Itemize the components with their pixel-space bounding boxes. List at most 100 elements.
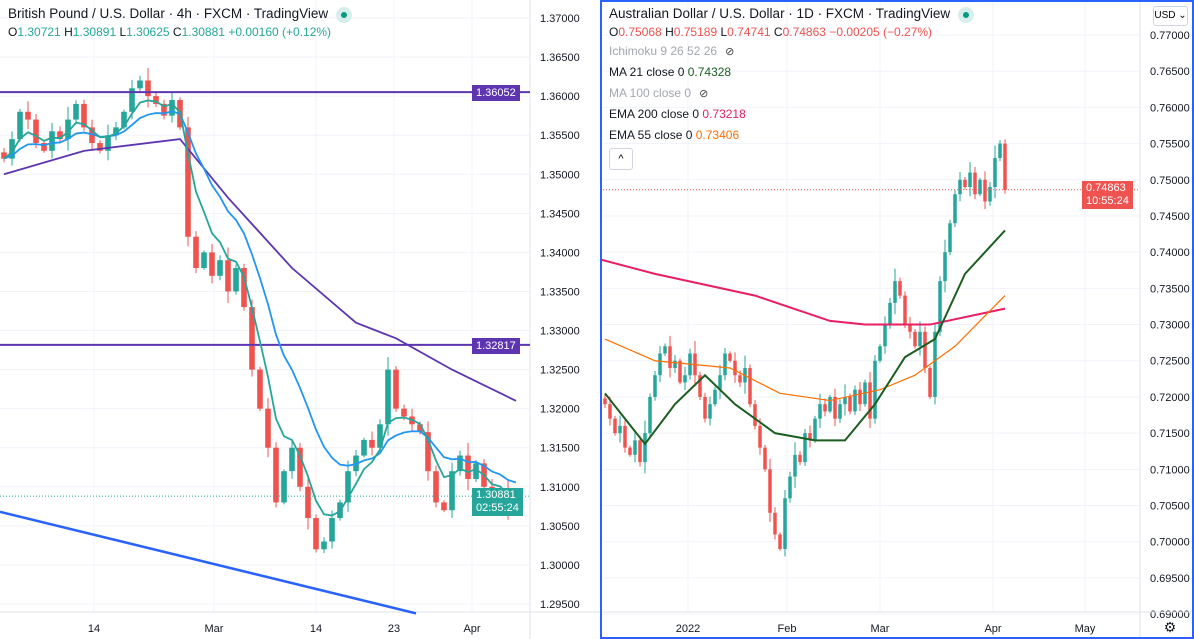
candle: [783, 489, 787, 557]
candle: [361, 437, 367, 458]
y-tick-label: 0.72500: [1150, 356, 1190, 368]
candle-body: [217, 260, 223, 276]
open-value: 0.75068: [618, 24, 662, 39]
candle-body: [753, 404, 757, 426]
candle-body: [898, 281, 902, 296]
y-tick-label: 0.74000: [1150, 247, 1190, 259]
candle-body: [948, 223, 952, 253]
x-tick-label: Mar: [205, 623, 224, 635]
candle: [978, 177, 982, 197]
candle: [209, 243, 215, 284]
candle: [653, 371, 657, 401]
indicator-ma100[interactable]: MA 100 close 0 ⊘: [609, 83, 974, 104]
candle: [668, 335, 672, 378]
eye-hidden-icon[interactable]: ⊘: [725, 45, 735, 58]
y-tick-label: 1.30500: [540, 521, 580, 533]
close-label: C: [172, 24, 182, 39]
collapse-legend-button[interactable]: ^: [609, 148, 633, 170]
candle-body: [137, 80, 143, 89]
candle-body: [878, 346, 882, 361]
candle-body: [958, 179, 962, 195]
candle: [913, 329, 917, 349]
candle-body: [813, 418, 817, 441]
candle: [703, 392, 707, 423]
candle: [633, 432, 637, 463]
candle: [201, 250, 207, 270]
indicator-ema55[interactable]: EMA 55 close 0 0.73406: [609, 125, 974, 146]
candle-body: [377, 424, 383, 448]
candle: [833, 388, 837, 427]
candle: [698, 371, 702, 401]
y-tick-label: 0.69500: [1150, 573, 1190, 585]
candle-body: [818, 404, 822, 419]
candle-body: [97, 143, 103, 151]
candle-body: [683, 375, 687, 383]
indicator-name: Ichimoku 9 26 52 26: [609, 43, 718, 58]
gear-icon[interactable]: ⚙: [1164, 619, 1177, 635]
candle: [843, 384, 847, 416]
candle-body: [938, 281, 942, 332]
y-tick-label: 0.71000: [1150, 464, 1190, 476]
y-tick-label: 0.75000: [1150, 175, 1190, 187]
close-value: 0.74863: [782, 24, 826, 39]
candle: [858, 382, 862, 412]
x-tick-label: Apr: [463, 623, 480, 635]
y-tick-label: 1.37000: [540, 13, 580, 25]
candle: [73, 100, 79, 123]
candle: [608, 396, 612, 426]
candle: [898, 277, 902, 299]
y-tick-label: 0.70500: [1150, 501, 1190, 513]
x-tick-label: 23: [388, 623, 400, 635]
y-tick-label: 1.32000: [540, 404, 580, 416]
change-value: +0.00160 (+0.12%): [228, 24, 332, 39]
gbpusd-chart: 1.37000 1.36500 1.36000 1.35500 1.35000 1.345…: [0, 0, 600, 639]
close-value: 1.30881: [181, 24, 225, 39]
candle: [9, 131, 15, 166]
candle-body: [823, 404, 827, 412]
candle: [683, 366, 687, 390]
candle-body: [653, 375, 657, 397]
candle-body: [305, 486, 311, 519]
indicator-ichimoku[interactable]: Ichimoku 9 26 52 26 ⊘: [609, 41, 974, 62]
candle-body: [289, 447, 295, 472]
candle-body: [457, 455, 463, 472]
candle: [638, 435, 642, 467]
y-tick-label: 0.77000: [1150, 30, 1190, 42]
candle: [798, 451, 802, 466]
high-label: H: [64, 24, 73, 39]
change-value: −0.00205 (−0.27%): [829, 24, 933, 39]
candle-body: [828, 396, 832, 412]
audusd-chart: 0.77000 0.76500 0.76000 0.75500 0.75000 0.745…: [599, 0, 1194, 639]
candle: [233, 264, 239, 295]
candle: [813, 415, 817, 443]
candle: [289, 439, 295, 479]
candle-body: [763, 447, 767, 470]
candle: [848, 393, 852, 415]
candle-body: [713, 389, 717, 405]
candle: [823, 398, 827, 417]
candle-body: [953, 194, 957, 224]
candle: [878, 344, 882, 363]
y-tick-label: 1.33000: [540, 326, 580, 338]
eye-hidden-icon[interactable]: ⊘: [699, 87, 709, 100]
low-label: L: [720, 24, 728, 39]
candle-body: [473, 463, 479, 479]
candle-body: [943, 252, 947, 282]
candle-body: [385, 369, 391, 425]
market-status-icon: [336, 6, 353, 23]
indicator-name: EMA 55 close 0: [609, 127, 693, 142]
candle-body: [708, 404, 712, 419]
candle-body: [678, 360, 682, 383]
indicator-ma21[interactable]: MA 21 close 0 0.74328: [609, 62, 974, 83]
candle-body: [41, 143, 47, 151]
currency-select[interactable]: USD ⌄: [1153, 6, 1188, 26]
x-tick-label: May: [1075, 623, 1096, 635]
indicator-ema200[interactable]: EMA 200 close 0 0.73218: [609, 104, 974, 125]
candle-body: [848, 396, 852, 412]
candle: [723, 347, 727, 381]
candle: [998, 140, 1002, 162]
candle: [748, 364, 752, 408]
y-tick-label: 0.72000: [1150, 392, 1190, 404]
indicator-name: MA 100 close 0: [609, 85, 692, 100]
